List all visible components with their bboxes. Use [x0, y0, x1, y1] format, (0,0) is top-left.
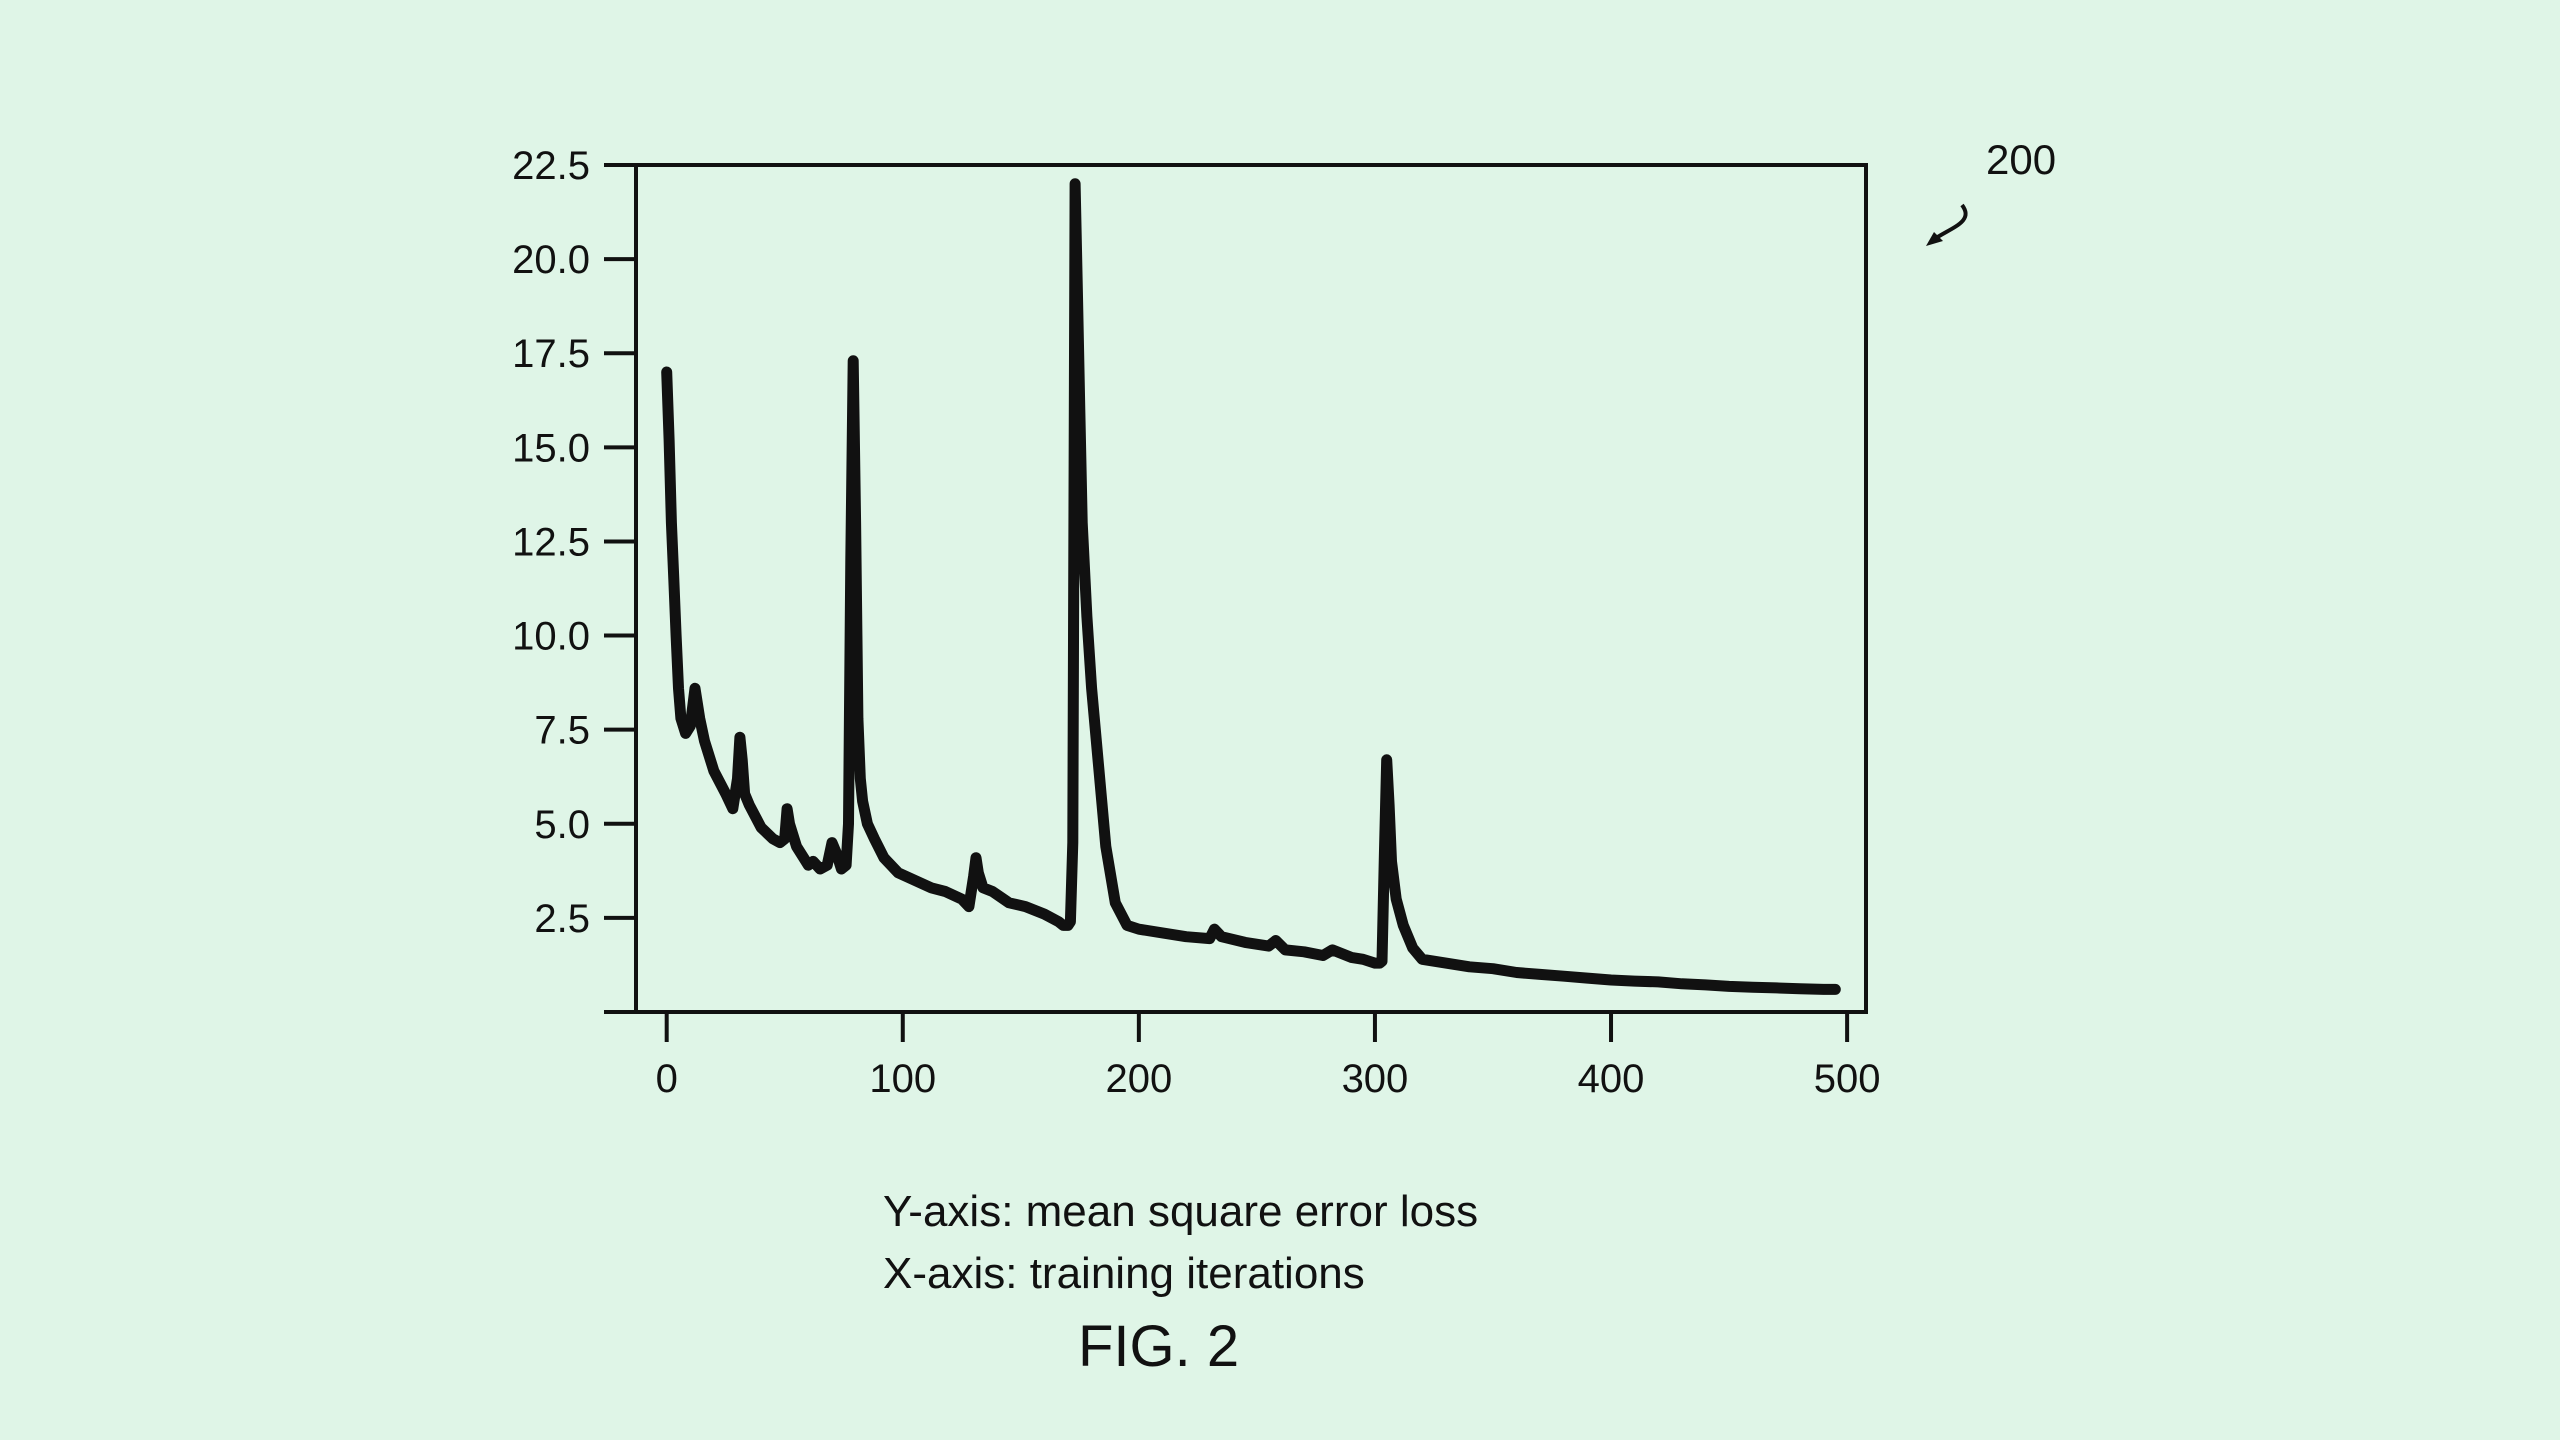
- chart-series: [661, 178, 1841, 995]
- y-tick-label: 7.5: [534, 709, 590, 753]
- x-tick-label: 100: [869, 1057, 936, 1101]
- chart-axes: [604, 163, 1868, 1014]
- reference-arrow-icon: [1926, 203, 1968, 246]
- y-axis-caption: Y-axis: mean square error loss: [883, 1187, 1479, 1236]
- x-tick-label: 200: [1105, 1057, 1172, 1101]
- y-tick-label: 2.5: [534, 897, 590, 941]
- figure-label: FIG. 2: [1078, 1314, 1240, 1379]
- x-axis-caption: X-axis: training iterations: [883, 1249, 1365, 1298]
- loss-series-line: [661, 178, 1841, 995]
- y-tick-label: 17.5: [512, 332, 590, 376]
- y-tick-label: 20.0: [512, 238, 590, 282]
- chart-ticks: 2.5 5.0 7.5 10.0 12.5 15.0 17.5 20.0 22.5 0 100 200…: [512, 144, 1880, 1101]
- reference-numeral: 200: [1986, 136, 2057, 183]
- y-tick-label: 15.0: [512, 426, 590, 470]
- y-tick-label: 5.0: [534, 803, 590, 847]
- x-tick-label: 300: [1342, 1057, 1409, 1101]
- x-tick-label: 0: [656, 1057, 678, 1101]
- x-tick-label: 500: [1814, 1057, 1881, 1101]
- plot-frame: [634, 163, 1868, 1014]
- y-tick-label: 22.5: [512, 144, 590, 188]
- y-tick-label: 12.5: [512, 520, 590, 564]
- y-tick-label: 10.0: [512, 615, 590, 659]
- x-tick-label: 400: [1578, 1057, 1645, 1101]
